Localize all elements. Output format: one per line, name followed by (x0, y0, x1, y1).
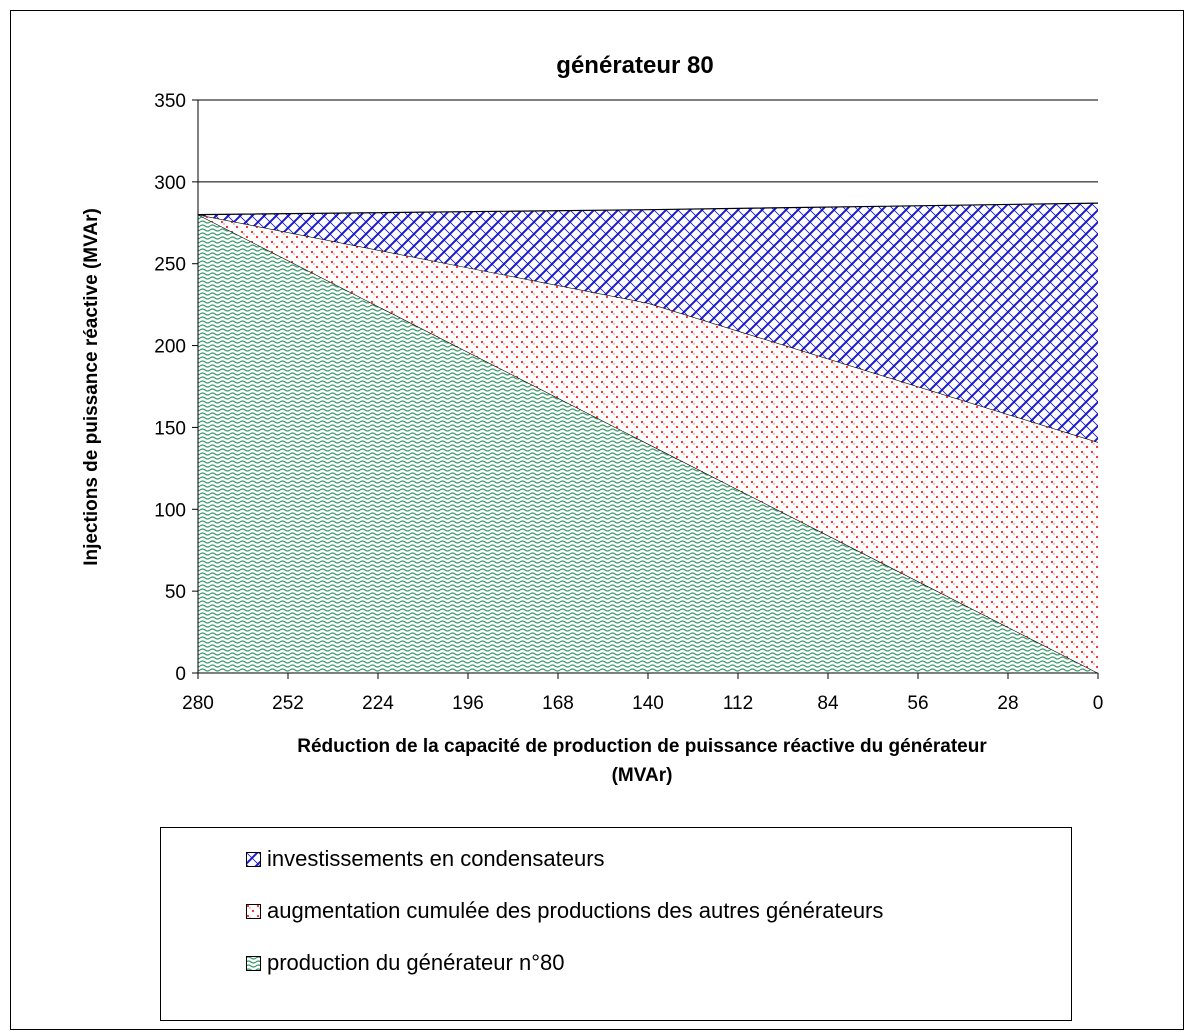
y-tick-label-350: 350 (154, 91, 186, 112)
x-tick-label-140: 140 (632, 693, 664, 714)
y-tick-label-50: 50 (165, 582, 186, 603)
y-tick-label-100: 100 (154, 500, 186, 521)
legend-item-autres-generateurs: augmentation cumulée des productions des… (246, 898, 883, 924)
chart-title: générateur 80 (556, 52, 713, 79)
x-tick-label-28: 28 (997, 693, 1018, 714)
x-axis-label-line1: Réduction de la capacité de production d… (297, 736, 987, 757)
legend-item-generateur-80: production du générateur n°80 (246, 950, 564, 976)
y-axis-label: Injections de puissance réactive (MVAr) (81, 208, 102, 566)
legend-label-generateur-80: production du générateur n°80 (267, 950, 565, 975)
x-tick-label-252: 252 (272, 693, 304, 714)
x-tick-label-84: 84 (817, 693, 839, 714)
y-tick-label-300: 300 (154, 173, 186, 194)
area-autres-generateurs (198, 214, 1098, 673)
y-tick-label-0: 0 (175, 664, 186, 685)
legend-swatch-red (246, 903, 261, 919)
x-tick-label-224: 224 (362, 693, 394, 714)
y-tick-label-200: 200 (154, 337, 186, 358)
area-condensateurs (198, 203, 1098, 443)
legend-label-condensateurs: investissements en condensateurs (267, 846, 605, 871)
x-tick-label-56: 56 (907, 693, 928, 714)
y-tick-label-250: 250 (154, 255, 186, 276)
legend-swatch-blue (246, 851, 261, 867)
legend: investissements en condensateurs augment… (160, 827, 1072, 1021)
y-tick-label-150: 150 (154, 418, 186, 439)
x-axis-label-line2: (MVAr) (612, 765, 673, 786)
legend-item-condensateurs: investissements en condensateurs (246, 846, 605, 872)
legend-swatch-green (246, 955, 261, 971)
x-tick-label-196: 196 (452, 693, 484, 714)
area-condensateurs-edge (197, 202, 1099, 216)
x-tick-label-280: 280 (182, 693, 214, 714)
x-tick-label-0: 0 (1093, 693, 1104, 714)
x-tick-label-168: 168 (542, 693, 574, 714)
legend-label-autres-generateurs: augmentation cumulée des productions des… (267, 898, 884, 923)
x-tick-label-112: 112 (723, 693, 753, 714)
